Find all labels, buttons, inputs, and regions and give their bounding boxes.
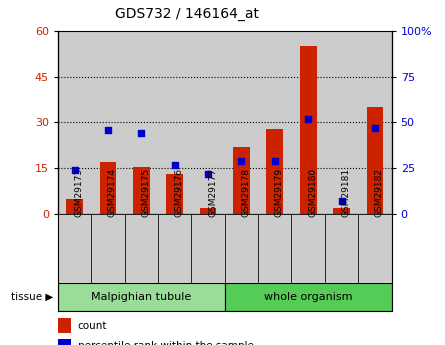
Bar	[58, 339, 71, 345]
Text: GSM29181: GSM29181	[342, 168, 351, 217]
Point	[105, 127, 112, 132]
Bar	[325, 31, 358, 214]
Point	[71, 167, 78, 173]
Bar	[367, 107, 383, 214]
Bar	[158, 214, 191, 283]
Text: GSM29174: GSM29174	[108, 168, 117, 217]
Bar	[325, 214, 358, 283]
Text: GSM29182: GSM29182	[375, 168, 384, 217]
Text: GSM29177: GSM29177	[208, 168, 217, 217]
Point	[205, 171, 212, 176]
Point	[138, 131, 145, 136]
Bar	[58, 31, 91, 214]
Bar	[158, 31, 191, 214]
Bar	[166, 174, 183, 214]
Bar	[125, 214, 158, 283]
Text: GSM29178: GSM29178	[241, 168, 251, 217]
Bar	[267, 129, 283, 214]
Bar	[191, 214, 225, 283]
Text: whole organism: whole organism	[264, 292, 352, 302]
Point	[271, 158, 279, 164]
Bar	[358, 31, 392, 214]
Text: GSM29175: GSM29175	[142, 168, 150, 217]
Text: GSM29173: GSM29173	[75, 168, 84, 217]
Point	[372, 125, 379, 131]
Bar	[258, 214, 291, 283]
Bar	[133, 167, 150, 214]
Bar	[258, 31, 291, 214]
Point	[238, 158, 245, 164]
Bar	[100, 162, 116, 214]
Bar	[58, 214, 91, 283]
Bar	[58, 283, 225, 310]
Bar	[191, 31, 225, 214]
Bar	[300, 46, 316, 214]
Text: GSM29180: GSM29180	[308, 168, 317, 217]
Bar	[91, 31, 125, 214]
Bar	[291, 214, 325, 283]
Text: tissue ▶: tissue ▶	[11, 292, 53, 302]
Bar	[225, 31, 258, 214]
Point	[305, 116, 312, 121]
Text: percentile rank within the sample: percentile rank within the sample	[78, 341, 254, 345]
Text: GDS732 / 146164_at: GDS732 / 146164_at	[115, 7, 259, 21]
Text: GSM29176: GSM29176	[174, 168, 184, 217]
Bar	[58, 318, 71, 333]
Bar	[358, 214, 392, 283]
Bar	[200, 208, 216, 214]
Bar	[233, 147, 250, 214]
Point	[171, 162, 178, 167]
Bar	[125, 31, 158, 214]
Bar	[291, 31, 325, 214]
Bar	[225, 283, 392, 310]
Text: count: count	[78, 321, 107, 331]
Point	[338, 198, 345, 204]
Bar	[333, 208, 350, 214]
Text: Malpighian tubule: Malpighian tubule	[91, 292, 191, 302]
Text: GSM29179: GSM29179	[275, 168, 284, 217]
Bar	[66, 199, 83, 214]
Bar	[91, 214, 125, 283]
Bar	[225, 214, 258, 283]
